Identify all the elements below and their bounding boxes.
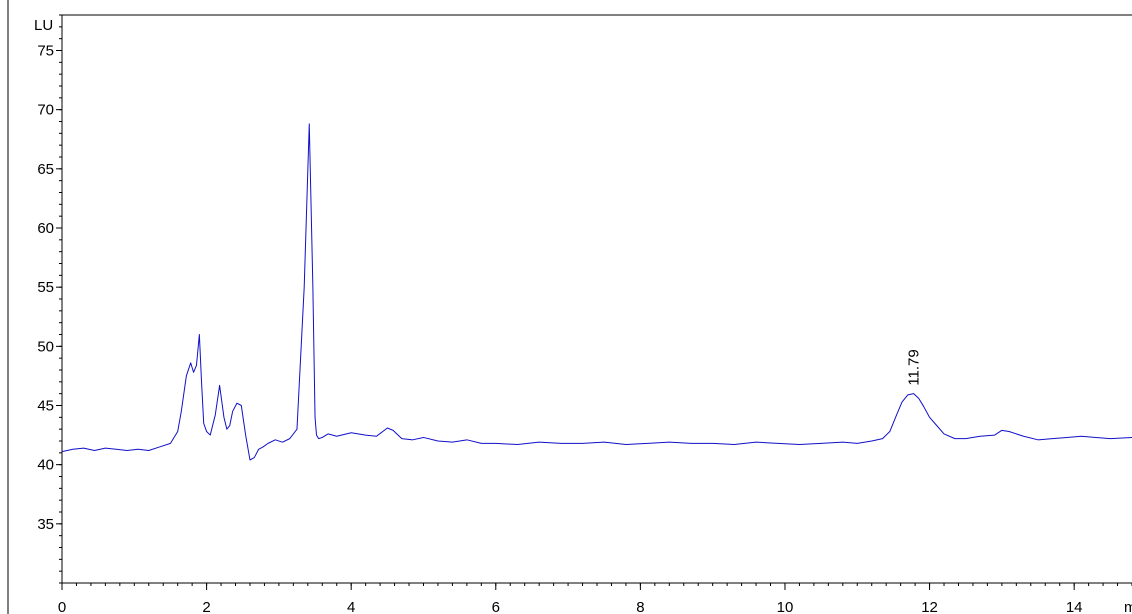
y-tick-label: 50: [37, 338, 54, 355]
signal-trace-line: [61, 123, 1132, 461]
y-tick-label: 35: [37, 516, 54, 533]
ticks: 35 40 45 50 55 60 65 70 75 0 2 4 6 8 10 12 14: [37, 14, 1132, 614]
x-axis-label: m: [1124, 599, 1132, 614]
y-tick-label: 75: [37, 43, 54, 60]
x-tick-label: 8: [636, 599, 644, 614]
x-tick-label: 14: [1066, 599, 1083, 614]
annotations: 11.79: [905, 349, 922, 385]
x-tick-label: 4: [347, 599, 355, 614]
peak-label: 11.79: [905, 349, 922, 385]
y-tick-label: 60: [37, 220, 54, 237]
series-layer: [61, 123, 1132, 461]
y-tick-label: 65: [37, 161, 54, 178]
y-tick-label: 40: [37, 457, 54, 474]
y-tick-label: 70: [37, 102, 54, 119]
x-tick-label: 0: [58, 599, 66, 614]
y-tick-label: 45: [37, 398, 54, 415]
y-axis-label: LU: [34, 17, 53, 34]
axes: [7, 0, 1132, 614]
y-tick-label: 55: [37, 279, 54, 296]
x-tick-label: 12: [921, 599, 938, 614]
x-tick-label: 6: [492, 599, 500, 614]
x-tick-label: 10: [777, 599, 794, 614]
x-tick-label: 2: [202, 599, 210, 614]
